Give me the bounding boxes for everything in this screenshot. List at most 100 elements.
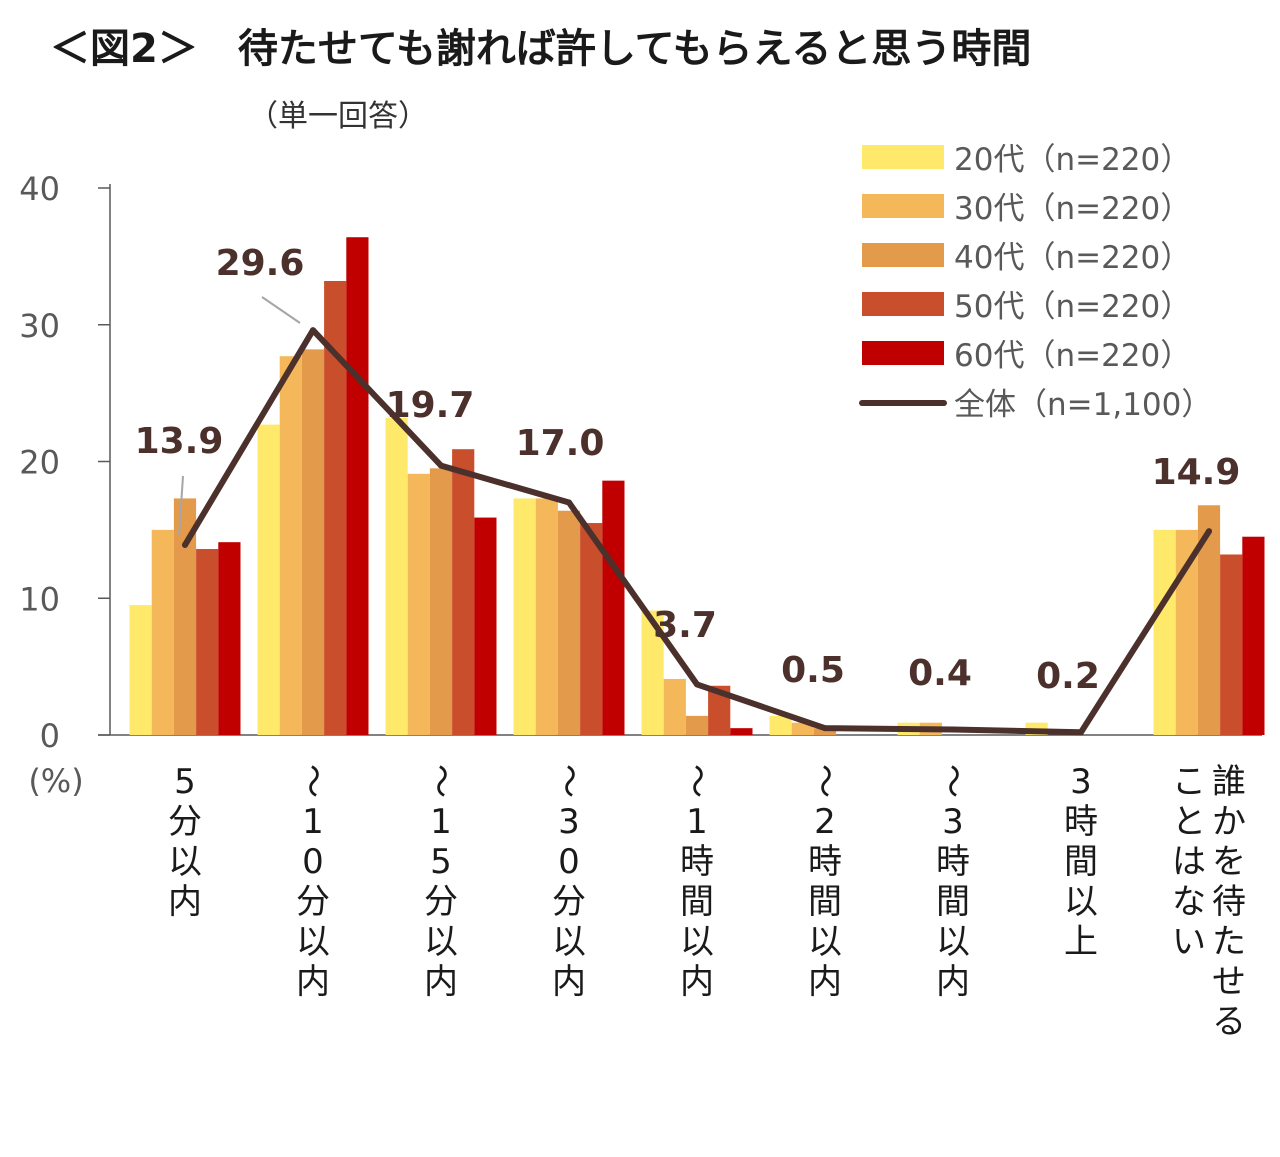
bar: [346, 237, 369, 736]
bar: [151, 529, 174, 735]
bar: [385, 417, 408, 735]
bar: [602, 480, 625, 735]
category-label-char: 内: [168, 882, 202, 922]
category-label-char: た: [1212, 922, 1246, 962]
category-label-char: 3: [942, 802, 964, 842]
category-label-char: と: [1172, 802, 1206, 842]
category-label-char: 間: [680, 882, 714, 922]
category-label-char: 分: [296, 882, 330, 922]
bar: [513, 498, 536, 735]
chart-title: ＜図2＞ 待たせても謝れば許してもらえると思う時間: [50, 26, 1031, 72]
bar: [813, 728, 837, 735]
bar: [429, 468, 453, 735]
category-label-char: 時: [808, 842, 842, 882]
category-label-char: 間: [1064, 842, 1098, 882]
category-label-char: 時: [936, 842, 970, 882]
bars-layer: [129, 237, 1265, 736]
bar: [663, 678, 686, 735]
bar: [407, 473, 430, 735]
category-label-char: 5: [430, 842, 452, 882]
category-label-char: 内: [680, 962, 714, 1002]
bar: [1175, 529, 1198, 735]
total-line-point: [182, 541, 188, 548]
legend-swatch: [862, 194, 944, 218]
total-data-label: 0.5: [781, 650, 845, 691]
category-label-char: 以: [296, 922, 330, 962]
bar: [474, 517, 497, 735]
total-line-point: [822, 725, 828, 732]
legend-label: 50代（n=220）: [954, 289, 1191, 325]
bar: [1197, 505, 1221, 735]
bar: [769, 715, 792, 735]
total-line-point: [566, 499, 572, 506]
category-label-char: 以: [424, 922, 458, 962]
legend-label: 40代（n=220）: [954, 240, 1191, 276]
bar: [685, 715, 709, 735]
category-label-char: 1: [302, 802, 324, 842]
category-label-char: 3: [1070, 762, 1092, 802]
category-label-char: 1: [686, 802, 708, 842]
y-unit-label: (%): [28, 762, 83, 800]
legend-swatch: [862, 341, 944, 365]
category-label-char: 5: [174, 762, 196, 802]
category-label-char: を: [1212, 842, 1246, 882]
category-label-char: 内: [296, 962, 330, 1002]
bar: [535, 498, 558, 735]
label-leader-line: [261, 296, 301, 324]
category-label-char: 以: [808, 922, 842, 962]
bar: [708, 685, 731, 735]
legend-swatch: [862, 292, 944, 316]
legend-label: 60代（n=220）: [954, 338, 1191, 374]
total-data-label: 0.4: [908, 653, 972, 694]
legend-label: 30代（n=220）: [954, 191, 1191, 227]
bar: [1242, 536, 1265, 735]
labels-layer: 13.929.619.717.03.70.5 0.4 0.214.95分以内〜10分…: [135, 243, 1246, 1042]
line-layer: [182, 327, 1212, 736]
total-data-label: 29.6: [216, 243, 305, 284]
total-line-point: [310, 327, 316, 334]
legend-swatch: [862, 145, 944, 169]
total-data-label: 19.7: [386, 385, 475, 426]
bar: [730, 728, 753, 735]
bar: [452, 449, 475, 735]
category-label-char: 以: [1064, 882, 1098, 922]
category-label-char: 分: [552, 882, 586, 922]
category-label-char: 2: [814, 802, 836, 842]
y-tick-label: 20: [19, 444, 60, 482]
category-label-char: 0: [302, 842, 324, 882]
category-label-char: 時: [1064, 802, 1098, 842]
category-label-char: な: [1172, 882, 1206, 922]
total-data-label: 13.9: [135, 421, 224, 462]
category-label-char: 3: [558, 802, 580, 842]
category-label-char: せ: [1212, 962, 1246, 1002]
category-label-char: 内: [936, 962, 970, 1002]
category-label-char: 待: [1212, 882, 1246, 922]
total-line-point: [950, 726, 956, 733]
category-label-char: 〜: [804, 764, 844, 798]
category-label-char: 〜: [292, 764, 332, 798]
category-label-char: 以: [680, 922, 714, 962]
total-line-point: [438, 462, 444, 469]
category-label-char: 〜: [548, 764, 588, 798]
label-leader-line: [178, 475, 184, 537]
category-label-char: か: [1212, 802, 1246, 842]
category-label-char: 間: [936, 882, 970, 922]
y-tick-label: 0: [40, 717, 60, 755]
y-tick-label: 40: [19, 170, 60, 208]
category-label-char: は: [1172, 842, 1206, 882]
category-label-char: 〜: [932, 764, 972, 798]
legend-label: 20代（n=220）: [954, 142, 1191, 178]
bar: [173, 498, 197, 735]
category-label-char: い: [1172, 922, 1206, 962]
legend-swatch: [862, 243, 944, 267]
total-line-point: [1206, 528, 1212, 535]
chart-subtitle: （単一回答）: [248, 99, 428, 134]
category-label-char: 分: [424, 882, 458, 922]
bar: [1220, 554, 1243, 735]
bar: [129, 605, 152, 735]
category-label-char: 時: [680, 842, 714, 882]
bar: [279, 356, 302, 735]
total-data-label: 17.0: [516, 423, 605, 464]
